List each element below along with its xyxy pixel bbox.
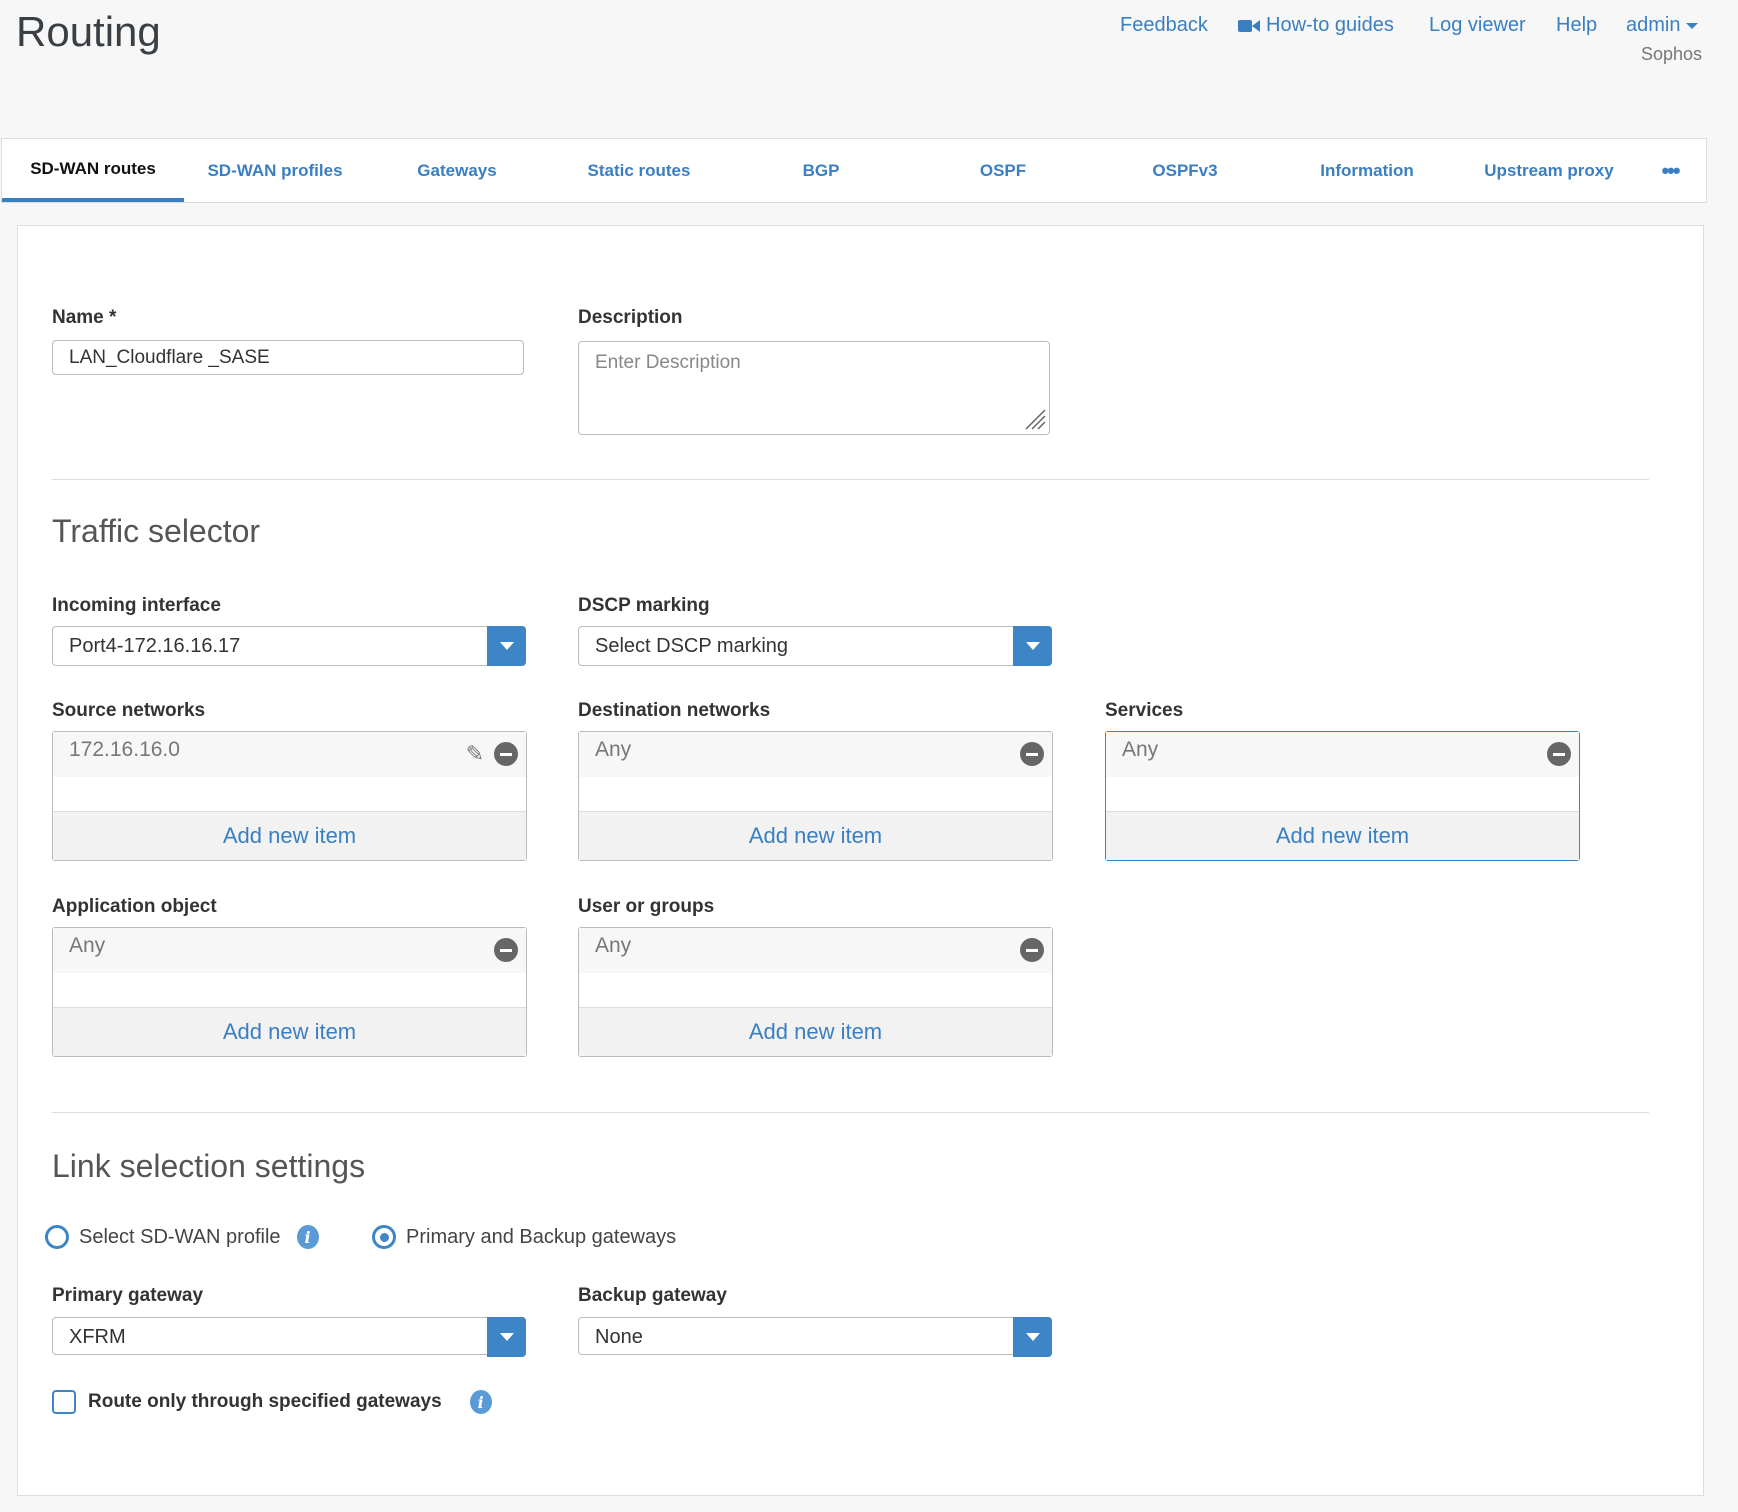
source-networks-list: 172.16.16.0 ✎ Add new item: [52, 731, 527, 861]
caret-down-icon: [1025, 642, 1040, 650]
incoming-interface-value: Port4-172.16.16.17: [69, 635, 241, 657]
admin-label: admin: [1626, 14, 1681, 36]
chevron-down-icon: [1686, 22, 1699, 29]
tab-gateways[interactable]: Gateways: [417, 160, 497, 180]
add-new-item-button[interactable]: Add new item: [1106, 811, 1579, 860]
list-item-label: Any: [595, 738, 632, 761]
dropdown-button[interactable]: [487, 1317, 526, 1357]
tab-ospf[interactable]: OSPF: [979, 160, 1027, 180]
page-title: Routing: [16, 8, 161, 55]
application-object-label: Application object: [52, 896, 217, 917]
primary-gateway-select[interactable]: XFRM: [52, 1317, 526, 1357]
radio-label: Primary and Backup gateways: [406, 1225, 677, 1248]
remove-icon[interactable]: [1020, 938, 1044, 962]
add-new-item-button[interactable]: Add new item: [579, 1007, 1052, 1056]
link-selection-title: Link selection settings: [52, 1148, 366, 1184]
backup-gateway-select[interactable]: None: [578, 1317, 1052, 1357]
add-new-item-button[interactable]: Add new item: [579, 811, 1052, 860]
list-item: Any: [53, 928, 526, 973]
tab-static-routes[interactable]: Static routes: [587, 160, 691, 180]
tab-bar: SD-WAN routes SD-WAN profiles Gateways S…: [1, 138, 1707, 203]
dropdown-button[interactable]: [1013, 1317, 1052, 1357]
destination-networks-label: Destination networks: [578, 700, 771, 721]
remove-icon[interactable]: [494, 742, 518, 766]
divider: [52, 479, 1649, 480]
list-item-label: Any: [1122, 738, 1159, 761]
resize-handle-icon[interactable]: [1024, 408, 1046, 430]
more-tabs-icon[interactable]: •••: [1661, 157, 1680, 183]
list-item: Any: [579, 732, 1052, 777]
howto-guides-link[interactable]: How-to guides: [1238, 14, 1394, 37]
log-viewer-link[interactable]: Log viewer: [1429, 14, 1526, 36]
incoming-interface-label: Incoming interface: [52, 595, 221, 616]
dscp-value: Select DSCP marking: [595, 635, 789, 657]
radio-label: Select SD-WAN profile: [79, 1225, 281, 1248]
howto-guides-label: How-to guides: [1266, 14, 1394, 36]
user-groups-label: User or groups: [578, 896, 715, 917]
radio-button[interactable]: [45, 1225, 69, 1249]
remove-icon[interactable]: [494, 938, 518, 962]
list-item: Any: [1106, 732, 1579, 777]
admin-menu[interactable]: admin: [1626, 14, 1699, 37]
info-icon[interactable]: i: [469, 1390, 492, 1414]
primary-gateway-label: Primary gateway: [52, 1285, 204, 1306]
remove-icon[interactable]: [1020, 742, 1044, 766]
tab-sdwan-routes[interactable]: SD-WAN routes: [2, 139, 184, 202]
tab-upstream-proxy[interactable]: Upstream proxy: [1484, 160, 1614, 180]
feedback-link[interactable]: Feedback: [1120, 14, 1208, 36]
application-object-list: Any Add new item: [52, 927, 527, 1057]
user-groups-list: Any Add new item: [578, 927, 1053, 1057]
destination-networks-list: Any Add new item: [578, 731, 1053, 861]
description-textarea[interactable]: Enter Description: [578, 341, 1050, 435]
info-icon[interactable]: i: [296, 1225, 319, 1249]
add-new-item-button[interactable]: Add new item: [53, 1007, 526, 1056]
route-only-option[interactable]: Route only through specified gateways i: [52, 1390, 492, 1414]
dropdown-button[interactable]: [1013, 626, 1052, 666]
traffic-selector-title: Traffic selector: [52, 513, 261, 549]
tab-sdwan-profiles[interactable]: SD-WAN profiles: [207, 160, 343, 180]
tab-bgp[interactable]: BGP: [802, 160, 840, 180]
video-camera-icon: [1238, 19, 1260, 32]
primary-gateway-value: XFRM: [69, 1326, 126, 1348]
name-input[interactable]: LAN_Cloudflare _SASE: [52, 340, 524, 375]
radio-primary-backup[interactable]: Primary and Backup gateways: [372, 1225, 676, 1249]
source-networks-label: Source networks: [52, 700, 206, 721]
name-label: Name *: [52, 307, 117, 328]
list-item: 172.16.16.0 ✎: [53, 732, 526, 777]
backup-gateway-value: None: [595, 1326, 643, 1348]
dscp-select[interactable]: Select DSCP marking: [578, 626, 1052, 666]
list-item: Any: [579, 928, 1052, 973]
caret-down-icon: [499, 642, 514, 650]
caret-down-icon: [1025, 1333, 1040, 1341]
services-list: Any Add new item: [1105, 731, 1580, 861]
list-item-label: 172.16.16.0: [69, 738, 180, 761]
list-item-label: Any: [69, 934, 106, 957]
radio-button[interactable]: [372, 1225, 396, 1249]
caret-down-icon: [499, 1333, 514, 1341]
description-label: Description: [578, 307, 683, 328]
help-link[interactable]: Help: [1556, 14, 1598, 36]
backup-gateway-label: Backup gateway: [578, 1285, 727, 1306]
dscp-label: DSCP marking: [578, 595, 710, 616]
remove-icon[interactable]: [1547, 742, 1571, 766]
incoming-interface-select[interactable]: Port4-172.16.16.17: [52, 626, 526, 666]
list-item-label: Any: [595, 934, 632, 957]
divider: [52, 1112, 1649, 1113]
tab-ospfv3[interactable]: OSPFv3: [1152, 160, 1218, 180]
organization-name: Sophos: [1640, 44, 1702, 64]
services-label: Services: [1105, 700, 1184, 721]
add-new-item-button[interactable]: Add new item: [53, 811, 526, 860]
route-only-checkbox[interactable]: [52, 1390, 76, 1414]
edit-pencil-icon[interactable]: ✎: [465, 741, 484, 766]
dropdown-button[interactable]: [487, 626, 526, 666]
route-only-label: Route only through specified gateways: [88, 1391, 442, 1412]
tab-information[interactable]: Information: [1320, 160, 1414, 180]
radio-sdwan-profile[interactable]: Select SD-WAN profile i: [45, 1225, 319, 1249]
